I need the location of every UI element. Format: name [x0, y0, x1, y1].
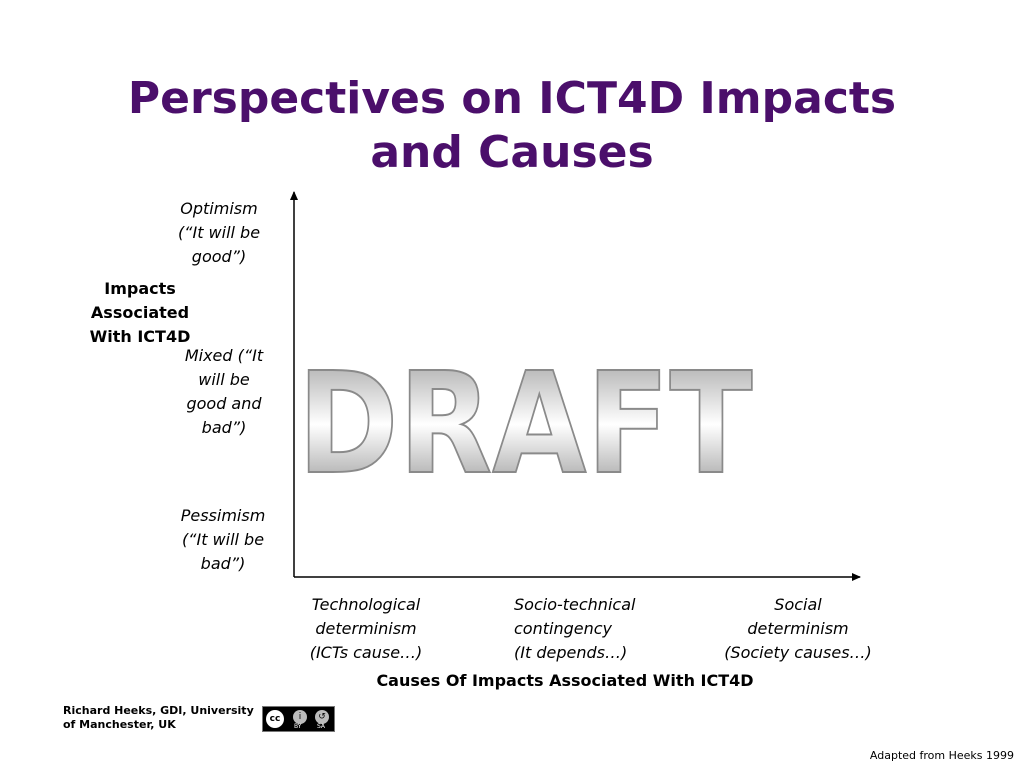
- draft-watermark: DRAFT: [297, 356, 754, 486]
- y-level-mixed-line: will be: [198, 370, 250, 389]
- y-axis-label-line: Impacts: [104, 279, 176, 298]
- draft-text: DRAFT: [298, 356, 753, 486]
- y-level-optimism: Optimism (“It will be good”): [160, 197, 278, 269]
- x-level-technological: Technological determinism (ICTs cause…): [296, 593, 436, 665]
- title-line-2: and Causes: [370, 127, 654, 178]
- y-level-mixed: Mixed (“It will be good and bad”): [170, 344, 278, 440]
- y-axis-label-line: Associated: [90, 303, 190, 322]
- y-axis-label-line: With ICT4D: [89, 327, 191, 346]
- y-level-pessimism-line: Pessimism: [180, 506, 266, 525]
- author-line: Richard Heeks, GDI, University: [63, 704, 254, 717]
- x-level-technological-line: determinism: [315, 619, 417, 638]
- x-level-socio-technical-line: Socio-technical: [514, 595, 636, 614]
- cc-sa-text: SA: [317, 723, 326, 730]
- y-level-mixed-line: bad”): [201, 418, 247, 437]
- cc-badge: cc: [266, 710, 284, 728]
- y-level-optimism-line: good”): [191, 247, 247, 266]
- x-level-socio-technical: Socio-technical contingency (It depends……: [514, 593, 664, 665]
- cc-by-sa-icon: cc i ↺ BY SA: [262, 706, 335, 732]
- y-level-optimism-line: Optimism: [180, 199, 258, 218]
- y-level-pessimism: Pessimism (“It will be bad”): [164, 504, 282, 576]
- x-level-social: Social determinism (Society causes…): [718, 593, 878, 665]
- source-note: Adapted from Heeks 1999: [869, 749, 1014, 762]
- x-level-social-line: Social: [774, 595, 822, 614]
- x-level-technological-line: Technological: [311, 595, 421, 614]
- title-line-1: Perspectives on ICT4D Impacts: [127, 73, 897, 124]
- x-level-socio-technical-line: (It depends…): [514, 643, 628, 662]
- y-level-mixed-line: Mixed (“It: [184, 346, 264, 365]
- slide-title: Perspectives on ICT4D Impacts and Causes: [60, 72, 964, 180]
- author-credit: Richard Heeks, GDI, University of Manche…: [63, 704, 254, 732]
- y-level-pessimism-line: bad”): [200, 554, 246, 573]
- y-level-pessimism-line: (“It will be: [181, 530, 265, 549]
- by-icon: i: [293, 710, 307, 724]
- x-level-socio-technical-line: contingency: [514, 619, 612, 638]
- x-level-social-line: (Society causes…): [724, 643, 872, 662]
- y-level-mixed-line: good and: [186, 394, 262, 413]
- y-level-optimism-line: (“It will be: [177, 223, 261, 242]
- x-level-social-line: determinism: [747, 619, 849, 638]
- x-level-technological-line: (ICTs cause…): [309, 643, 423, 662]
- x-axis-label: Causes Of Impacts Associated With ICT4D: [376, 671, 754, 690]
- y-axis-label: Impacts Associated With ICT4D: [80, 277, 200, 349]
- sa-icon: ↺: [315, 710, 329, 724]
- author-line: of Manchester, UK: [63, 718, 176, 731]
- cc-by-text: BY: [294, 723, 302, 730]
